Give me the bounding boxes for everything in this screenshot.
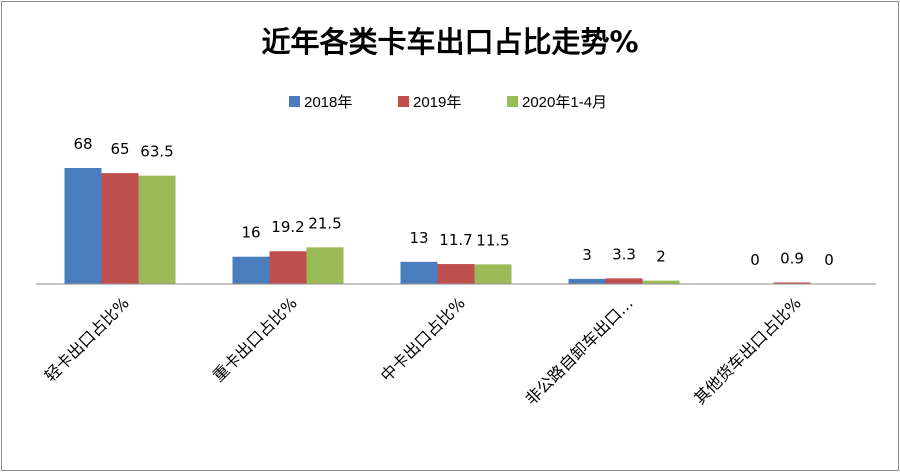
data-label-3-0: 3 xyxy=(582,246,592,264)
bar-2-0 xyxy=(400,261,438,284)
bar-2-1 xyxy=(437,264,475,284)
bar-2-2 xyxy=(474,264,512,284)
category-label-4: 其他货车出口占比% xyxy=(690,293,805,408)
legend-label-1: 2019年 xyxy=(413,94,461,111)
data-label-0-2: 63.5 xyxy=(140,143,173,161)
legend-swatch-0 xyxy=(289,96,300,107)
data-label-1-2: 21.5 xyxy=(308,214,341,232)
category-label-3: 非公路自卸车出口… xyxy=(522,293,637,408)
data-label-4-1: 0.9 xyxy=(780,249,804,267)
bar-0-1 xyxy=(101,173,139,284)
bar-0-2 xyxy=(138,175,176,284)
bar-0-0 xyxy=(64,168,102,284)
data-label-1-0: 16 xyxy=(241,224,260,242)
data-label-3-2: 2 xyxy=(656,248,666,266)
legend-swatch-2 xyxy=(507,96,518,107)
data-labels-group: 68 65 63.5 16 19.2 21.5 13 11.7 11.5 3 3.3 2 0 0.9 0 xyxy=(73,135,833,269)
data-label-2-1: 11.7 xyxy=(439,231,472,249)
data-label-0-0: 68 xyxy=(73,135,92,153)
bar-3-1 xyxy=(605,278,643,284)
data-label-2-0: 13 xyxy=(409,229,428,247)
category-label-2: 中卡出口占比% xyxy=(377,293,469,385)
data-label-1-1: 19.2 xyxy=(271,218,304,236)
legend-swatch-1 xyxy=(398,96,409,107)
bar-1-0 xyxy=(232,256,270,284)
data-label-2-2: 11.5 xyxy=(476,231,509,249)
category-label-0: 轻卡出口占比% xyxy=(41,293,133,385)
bar-4-1 xyxy=(773,282,811,284)
legend-label-2: 2020年1-4月 xyxy=(522,94,607,111)
data-label-0-1: 65 xyxy=(110,140,129,158)
bars-group xyxy=(64,168,811,284)
chart-title: 近年各类卡车出口占比走势% xyxy=(261,25,638,59)
legend: 2018年 2019年 2020年1-4月 xyxy=(289,94,607,111)
data-label-3-1: 3.3 xyxy=(612,245,636,263)
data-label-4-0: 0 xyxy=(750,251,760,269)
legend-label-0: 2018年 xyxy=(304,94,352,111)
category-label-1: 重卡出口占比% xyxy=(209,293,301,385)
bar-3-0 xyxy=(568,278,606,284)
bar-3-2 xyxy=(642,280,680,284)
bar-1-2 xyxy=(306,247,344,284)
bar-1-1 xyxy=(269,251,307,284)
category-labels-group: 轻卡出口占比% 重卡出口占比% 中卡出口占比% 非公路自卸车出口… 其他货车出口占比% xyxy=(41,293,805,408)
data-label-4-2: 0 xyxy=(824,251,834,269)
